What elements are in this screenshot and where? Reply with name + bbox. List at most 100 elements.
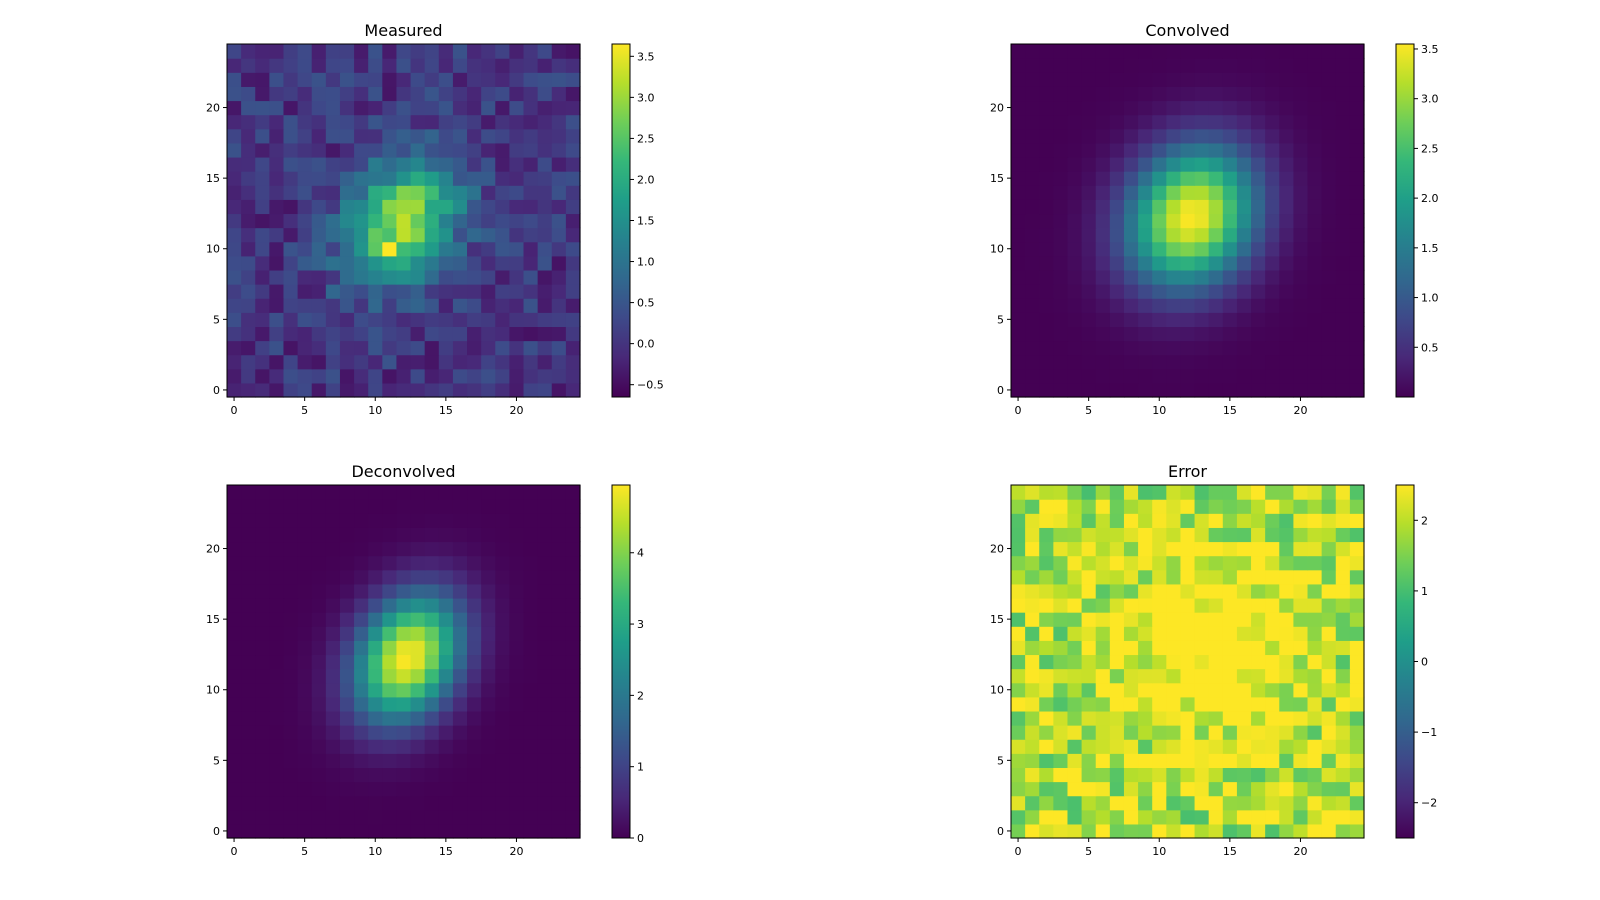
heatmap-cell <box>467 44 482 59</box>
heatmap-cell <box>495 382 510 398</box>
heatmap-cell <box>1081 597 1097 613</box>
heatmap-cell <box>467 86 482 102</box>
heatmap-cell <box>1166 710 1182 726</box>
heatmap-cell <box>297 44 313 59</box>
heatmap-cell <box>424 213 440 229</box>
heatmap-cell <box>438 142 454 158</box>
heatmap-cell <box>1236 128 1252 144</box>
heatmap-cell <box>1109 241 1125 257</box>
heatmap-cell <box>368 583 383 599</box>
heatmap-cell <box>1222 284 1238 299</box>
heatmap-cell <box>1208 368 1224 384</box>
heatmap-cell <box>1039 541 1054 557</box>
heatmap-cell <box>1053 753 1069 768</box>
heatmap-cell <box>1222 682 1238 698</box>
colorbar-tick-label: 0.5 <box>1421 341 1439 354</box>
heatmap-cell <box>283 753 299 768</box>
heatmap-cell <box>227 513 242 528</box>
heatmap-cell <box>1081 100 1097 116</box>
heatmap-cell <box>241 682 256 698</box>
heatmap-cell <box>297 569 313 585</box>
heatmap-cell <box>1166 142 1182 158</box>
heatmap-cell <box>241 354 256 370</box>
heatmap-cell <box>509 767 525 783</box>
heatmap-cell <box>1011 382 1026 398</box>
heatmap-cell <box>325 326 341 342</box>
heatmap-cell <box>1349 72 1365 87</box>
heatmap-cell <box>1180 255 1196 271</box>
heatmap-cell <box>551 583 567 599</box>
heatmap-cell <box>297 241 313 257</box>
heatmap-cell <box>1307 527 1323 543</box>
heatmap-cell <box>438 171 454 186</box>
heatmap-cell <box>424 326 440 342</box>
x-tick-label: 5 <box>301 845 308 858</box>
heatmap-cell <box>339 654 355 670</box>
heatmap-cell <box>565 555 581 571</box>
heatmap-cell <box>565 527 581 543</box>
heatmap-cell <box>1194 541 1210 557</box>
heatmap-cell <box>368 696 383 712</box>
axes-frame <box>1010 484 1365 839</box>
heatmap-cell <box>1039 710 1054 726</box>
heatmap-cell <box>396 612 412 627</box>
heatmap-cell <box>325 710 341 726</box>
heatmap-cell <box>1279 725 1294 740</box>
heatmap-cell <box>269 44 285 59</box>
heatmap-cell <box>382 753 398 768</box>
heatmap-cell <box>467 795 482 811</box>
heatmap-cell <box>1053 499 1069 514</box>
heatmap-cell <box>325 156 341 172</box>
heatmap-cell <box>1349 368 1365 384</box>
heatmap-cell <box>537 725 553 740</box>
heatmap-cell <box>1025 354 1040 370</box>
heatmap-cell <box>452 86 468 102</box>
heatmap-cell <box>537 527 553 543</box>
heatmap-cell <box>1222 541 1238 557</box>
heatmap-cell <box>551 569 567 585</box>
heatmap-cell <box>1011 485 1026 500</box>
heatmap-cell <box>509 213 525 229</box>
heatmap-cell <box>283 298 299 313</box>
heatmap-cell <box>1039 696 1054 712</box>
heatmap-cell <box>1095 128 1111 144</box>
heatmap-cell <box>1095 513 1111 528</box>
heatmap-cell <box>523 44 539 59</box>
heatmap-cell <box>354 114 369 130</box>
heatmap-cell <box>509 710 525 726</box>
heatmap-cell <box>1321 354 1337 370</box>
heatmap-cell <box>1251 354 1266 370</box>
heatmap-cell <box>311 114 327 130</box>
heatmap-cell <box>325 241 341 257</box>
heatmap-cell <box>1166 241 1182 257</box>
heatmap-cell <box>1067 640 1083 656</box>
heatmap-cell <box>1222 312 1238 327</box>
heatmap-cell <box>565 739 581 754</box>
heatmap-cell <box>565 185 581 200</box>
heatmap-cell <box>325 527 341 543</box>
heatmap-cell <box>255 382 270 398</box>
heatmap-cell <box>255 284 270 299</box>
heatmap-cell <box>1081 227 1097 243</box>
heatmap-cell <box>565 725 581 740</box>
heatmap-cell <box>1109 72 1125 87</box>
heatmap-cell <box>467 823 482 839</box>
heatmap-cell <box>1180 142 1196 158</box>
heatmap-cell <box>382 284 398 299</box>
y-tick-label: 20 <box>990 102 1004 115</box>
heatmap-cell <box>1222 100 1238 116</box>
heatmap-cell <box>1265 44 1280 59</box>
colorbar-tick-label: 2 <box>1421 514 1428 527</box>
heatmap-cell <box>255 527 270 543</box>
heatmap-cell <box>1138 368 1153 384</box>
heatmap-cell <box>382 555 398 571</box>
heatmap-cell <box>481 241 496 257</box>
heatmap-cell <box>1236 513 1252 528</box>
heatmap-cell <box>1166 654 1182 670</box>
heatmap-cell <box>1138 513 1153 528</box>
heatmap-cell <box>241 753 256 768</box>
heatmap-cell <box>1279 142 1294 158</box>
heatmap-cell <box>283 114 299 130</box>
heatmap-cell <box>396 696 412 712</box>
heatmap-cell <box>495 513 510 528</box>
